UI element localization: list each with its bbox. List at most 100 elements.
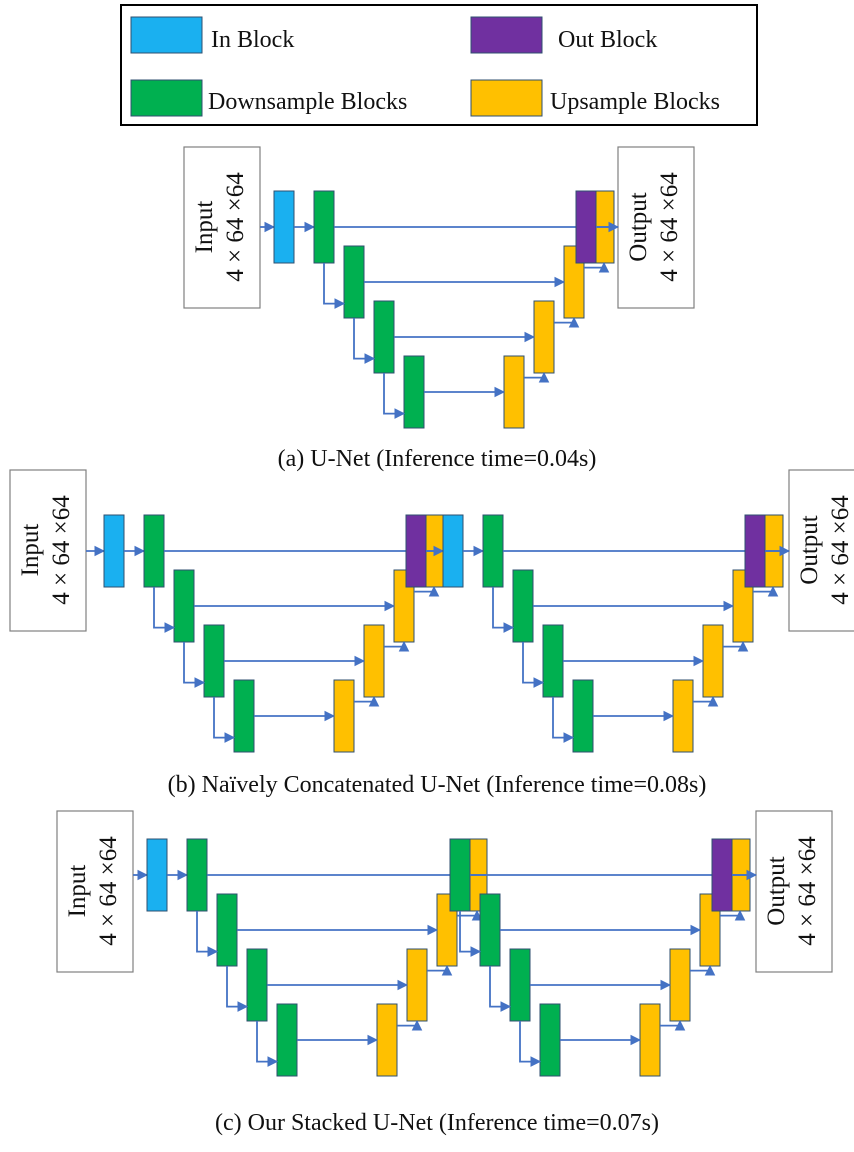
diagram-b-unet1-down-connection-2 [183, 642, 206, 688]
diagram-a-downsample-block-3 [373, 300, 395, 374]
diagram-c-unet2-down-connection-1 [459, 911, 482, 957]
diagram-a-output-frame [617, 146, 695, 309]
diagram-b-unet2-down-connection-3 [552, 697, 575, 743]
diagram-c-unet1-down-connection-2 [226, 966, 249, 1012]
diagram-b-unet1-downsample-block-3 [203, 624, 225, 698]
diagram-c-input-box: Input 4 × 64 ×64 [56, 810, 134, 973]
diagram-c-input-frame [56, 810, 134, 973]
legend: In Block Out Block Downsample Blocks Ups… [120, 4, 758, 126]
diagram-a-up-connection-2 [554, 316, 580, 328]
legend-swatch-in-block [130, 16, 203, 54]
diagram-b-input-label: Input [17, 524, 44, 577]
diagram-c-input-shape: 4 × 64 ×64 [95, 836, 122, 946]
diagram-a-up-connection-1 [524, 371, 550, 383]
legend-swatch-upsample-blocks [470, 79, 543, 117]
legend-swatch-out-block [470, 16, 543, 54]
diagram-b-output-frame [788, 469, 854, 632]
diagram-b-unet2-up-connection-2 [723, 640, 749, 652]
diagram-b-unet1-upsample-block-2 [363, 624, 385, 698]
diagram-c-unet1-up-connection-3 [457, 909, 483, 921]
diagram-c-output-frame [755, 810, 833, 973]
diagram-b-unet1-downsample-block-4 [233, 679, 255, 753]
diagram-b-concatenated-unet: Input 4 × 64 ×64 Output 4 × 64 ×64 (b) N… [9, 469, 854, 798]
diagram-b-output-shape: 4 × 64 ×64 [827, 495, 854, 605]
diagram-b-unet2-downsample-block-4 [572, 679, 594, 753]
diagram-c-caption: (c) Our Stacked U-Net (Inference time=0.… [215, 1110, 659, 1136]
diagram-b-unet2-in-block [442, 514, 464, 588]
diagram-b-unet2-out-block [744, 514, 766, 588]
diagram-c-stacked-unet: Input 4 × 64 ×64 Output 4 × 64 ×64 (c) O… [56, 810, 833, 1136]
diagram-c-unet1-down-connection-3 [256, 1021, 279, 1067]
diagram-b-unet1-up-connection-1 [354, 695, 380, 707]
diagram-b-unet1-upsample-block-1 [333, 679, 355, 753]
diagram-b-unet2-upsample-block-1 [672, 679, 694, 753]
diagram-a-input-shape: 4 × 64 ×64 [222, 172, 249, 282]
diagram-c-out-block [711, 838, 733, 912]
diagram-c-unet1-up-connection-2 [427, 964, 453, 976]
diagram-c-unet1-downsample-block-3 [246, 948, 268, 1022]
diagram-a-input-box: Input 4 × 64 ×64 [183, 146, 261, 309]
legend-swatch-downsample-blocks [130, 79, 203, 117]
diagram-a-out-block [575, 190, 597, 264]
diagram-c-output-box: Output 4 × 64 ×64 [755, 810, 833, 973]
diagram-c-unet1-upsample-block-2 [406, 948, 428, 1022]
diagram-b-unet2-downsample-block-1 [482, 514, 504, 588]
diagram-a-blocks [260, 190, 620, 429]
diagram-a-down-connection-2 [353, 318, 376, 365]
diagram-c-unet2-downsample-block-2 [479, 893, 501, 967]
diagram-b-output-label: Output [796, 515, 823, 585]
diagram-a-upsample-block-1 [503, 355, 525, 429]
diagram-c-unet2-downsample-block-1 [449, 838, 471, 912]
diagram-b-unet1-downsample-block-1 [143, 514, 165, 588]
diagram-c-unet1-down-connection-1 [196, 911, 219, 957]
legend-label-downsample-blocks: Downsample Blocks [208, 89, 407, 115]
diagram-b-unet2-downsample-block-2 [512, 569, 534, 643]
diagram-b-unet1-downsample-block-2 [173, 569, 195, 643]
diagram-a-input-frame [183, 146, 261, 309]
diagram-c-unet2-upsample-block-1 [639, 1003, 661, 1077]
diagram-a-upsample-block-2 [533, 300, 555, 374]
diagram-c-input-label: Input [64, 865, 91, 918]
diagram-a-input-label: Input [191, 201, 218, 254]
diagram-b-unet1-up-connection-2 [384, 640, 410, 652]
diagram-a-unet: Input 4 × 64 ×64 Output 4 × 64 ×64 (a) U… [183, 146, 695, 472]
diagram-a-down-connection-1 [323, 263, 346, 310]
diagram-b-unet1-in-block [103, 514, 125, 588]
diagram-c-unet1-downsample-block-4 [276, 1003, 298, 1077]
legend-frame [120, 4, 758, 126]
diagram-a-downsample-block-4 [403, 355, 425, 429]
diagram-a-in-block [273, 190, 295, 264]
diagram-a-up-connection-3 [584, 261, 610, 273]
diagram-b-unet1-down-connection-3 [213, 697, 236, 743]
diagram-b-input-box: Input 4 × 64 ×64 [9, 469, 87, 632]
diagram-c-output-label: Output [763, 856, 790, 926]
diagram-b-caption: (b) Naïvely Concatenated U-Net (Inferenc… [168, 772, 707, 798]
diagram-c-unet1-upsample-block-1 [376, 1003, 398, 1077]
diagram-c-unet2-up-connection-2 [690, 964, 716, 976]
diagram-a-down-connection-3 [383, 373, 406, 420]
diagram-b-blocks [86, 514, 791, 753]
diagram-c-unet2-up-connection-3 [720, 909, 746, 921]
diagram-b-unet2-up-connection-1 [693, 695, 719, 707]
diagram-b-output-box: Output 4 × 64 ×64 [788, 469, 854, 632]
legend-label-in-block: In Block [211, 27, 294, 53]
diagram-a-output-label: Output [625, 192, 652, 262]
diagram-b-unet2-downsample-block-3 [542, 624, 564, 698]
diagram-a-caption: (a) U-Net (Inference time=0.04s) [278, 446, 597, 472]
diagram-c-unet2-up-connection-1 [660, 1019, 686, 1031]
diagram-c-unet2-downsample-block-4 [539, 1003, 561, 1077]
diagram-a-output-shape: 4 × 64 ×64 [656, 172, 683, 282]
diagram-b-unet1-out-block [405, 514, 427, 588]
legend-label-out-block: Out Block [558, 27, 657, 53]
diagram-c-unet2-down-connection-3 [519, 1021, 542, 1067]
diagram-c-unet2-upsample-block-2 [669, 948, 691, 1022]
diagram-a-downsample-block-1 [313, 190, 335, 264]
diagram-b-unet1-down-connection-1 [153, 587, 176, 633]
diagram-b-unet2-down-connection-2 [522, 642, 545, 688]
diagram-c-unet1-up-connection-1 [397, 1019, 423, 1031]
diagram-b-unet2-upsample-block-2 [702, 624, 724, 698]
diagram-b-unet1-up-connection-3 [414, 585, 440, 597]
diagram-b-input-shape: 4 × 64 ×64 [48, 495, 75, 605]
diagram-c-unet2-down-connection-2 [489, 966, 512, 1012]
